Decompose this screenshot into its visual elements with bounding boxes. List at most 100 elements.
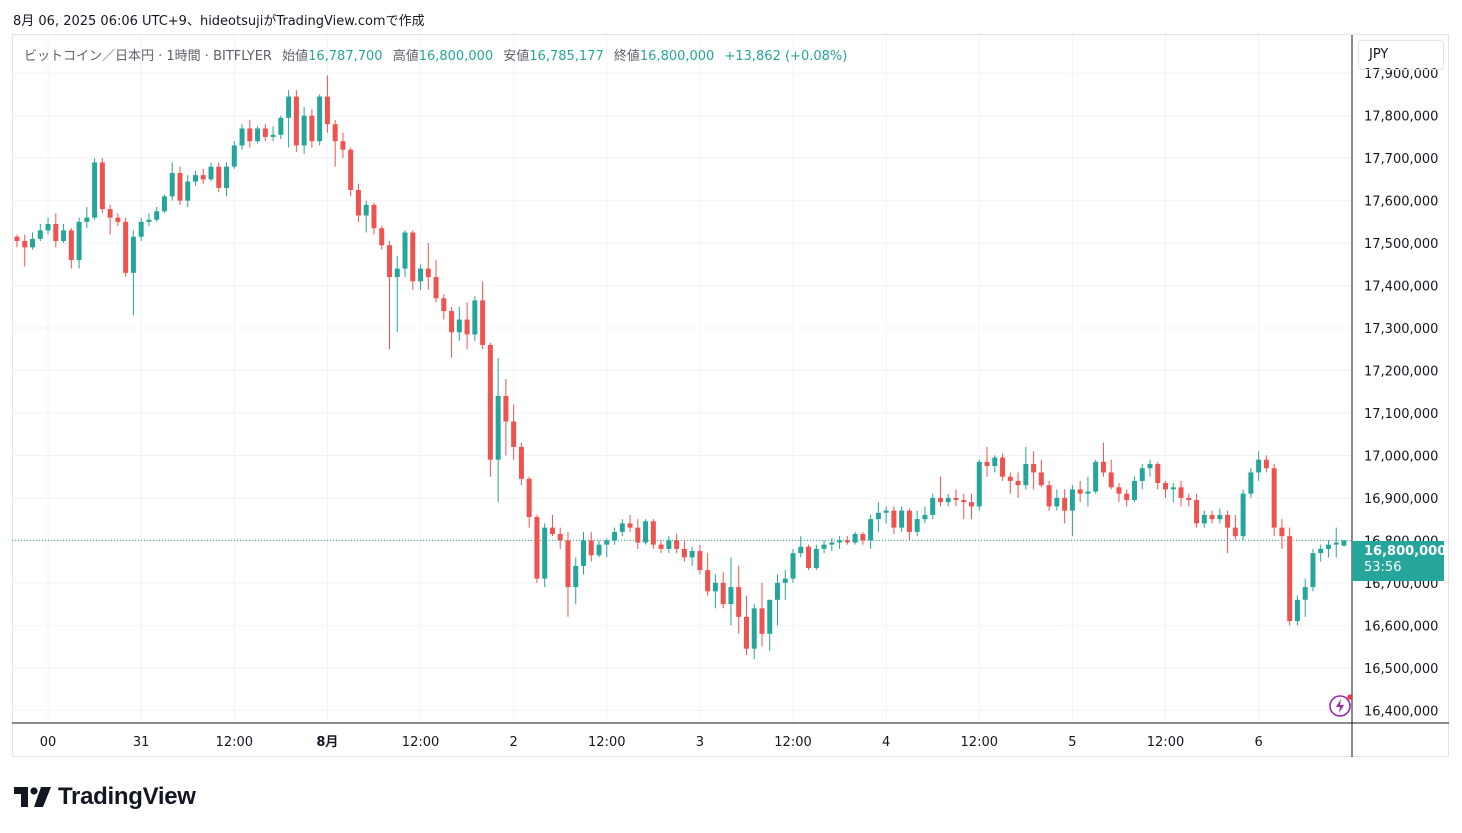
candle-body <box>394 268 400 278</box>
candle-body <box>759 608 765 634</box>
candle-body <box>1271 468 1277 528</box>
candle-body <box>503 395 509 422</box>
candle-body <box>534 517 540 579</box>
candle-body <box>953 497 959 501</box>
x-tick-label: 3 <box>696 735 704 750</box>
candle-body <box>705 570 711 592</box>
candle-body <box>115 217 121 222</box>
candle-body <box>278 117 284 135</box>
candle-body <box>658 544 664 549</box>
legend-low-label: 安値 <box>503 49 530 64</box>
candle-body <box>76 221 82 261</box>
candle-body <box>1085 491 1091 494</box>
legend-symbol: ビットコイン／日本円 · 1時間 · BITFLYER <box>24 49 272 64</box>
y-tick-label: 17,900,000 <box>1364 67 1438 82</box>
candle-body <box>937 497 943 503</box>
y-tick-label: 17,300,000 <box>1364 322 1438 337</box>
candle-body <box>1310 553 1316 588</box>
candle-body <box>767 599 773 634</box>
candle-body <box>627 523 633 528</box>
candle-body <box>565 540 571 588</box>
chart-legend: ビットコイン／日本円 · 1時間 · BITFLYER 始値16,787,700… <box>24 45 847 64</box>
candle-body <box>146 219 152 222</box>
candle-body <box>689 551 695 558</box>
candle-body <box>751 608 757 649</box>
candle-body <box>1147 463 1153 469</box>
candle-body <box>138 221 144 237</box>
candle-body <box>317 96 323 142</box>
candle-body <box>293 96 299 146</box>
y-tick-label: 17,800,000 <box>1364 110 1438 125</box>
candle-body <box>22 240 28 248</box>
candle-body <box>262 128 268 137</box>
candle-body <box>386 245 392 278</box>
candle-body <box>883 510 889 513</box>
candle-body <box>899 510 905 528</box>
candle-body <box>1279 527 1285 537</box>
candle-body <box>169 173 175 197</box>
candle-body <box>61 230 67 241</box>
candle-body <box>666 540 672 549</box>
candle-body <box>1256 459 1262 473</box>
candle-body <box>526 478 532 518</box>
candle-body <box>1062 497 1068 511</box>
candle-body <box>697 551 703 571</box>
candle-body <box>402 232 408 269</box>
candle-body <box>464 319 470 335</box>
candle-body <box>161 196 167 212</box>
candle-body <box>1139 468 1145 481</box>
candle-body <box>177 173 183 201</box>
candle-body <box>208 166 214 180</box>
chart-frame <box>12 34 1449 757</box>
grid <box>12 35 1352 723</box>
candle-body <box>619 523 625 532</box>
candle-body <box>852 534 858 543</box>
candle-body <box>728 587 734 605</box>
tradingview-logo-text: TradingView <box>58 783 196 810</box>
candle-body <box>681 548 687 558</box>
y-tick-label: 17,200,000 <box>1364 365 1438 380</box>
candle-body <box>674 540 680 549</box>
candle-body <box>14 236 20 241</box>
flash-icon[interactable] <box>1328 694 1353 718</box>
candle-body <box>1093 461 1099 492</box>
candle-body <box>992 457 998 467</box>
candle-body <box>1240 493 1246 537</box>
candle-body <box>860 534 866 541</box>
legend-high-label: 高値 <box>392 49 419 64</box>
candle-body <box>1131 480 1137 501</box>
candle-body <box>945 497 951 503</box>
x-tick-label: 5 <box>1068 735 1076 750</box>
y-tick-label: 17,000,000 <box>1364 449 1438 464</box>
candle-body <box>635 527 641 543</box>
candle-body <box>185 181 191 201</box>
currency-selector[interactable]: JPY <box>1358 40 1444 70</box>
candle-body <box>511 421 517 447</box>
tradingview-logo: TradingView <box>14 782 196 812</box>
candle-body <box>1116 487 1122 494</box>
x-tick-label: 12:00 <box>961 735 998 750</box>
candle-body <box>1069 489 1075 511</box>
candle-body <box>790 553 796 579</box>
candle-body <box>821 544 827 549</box>
legend-open-label: 始値 <box>282 49 309 64</box>
x-tick-label: 12:00 <box>402 735 439 750</box>
candle-body <box>1015 480 1021 486</box>
legend-open-value: 16,787,700 <box>308 49 383 64</box>
time-axis: 00 31 12:00 8月 12:00 2 12:00 3 12:00 4 12:00 5 12:00… <box>12 722 1449 750</box>
candle-body <box>433 277 439 299</box>
last-price-tag: 16,800,000 53:56 <box>1352 541 1446 581</box>
candle-body <box>192 175 198 182</box>
candle-body <box>984 461 990 467</box>
candle-body <box>1163 483 1169 490</box>
candle-body <box>976 461 982 507</box>
candle-body <box>1232 527 1238 537</box>
candle-body <box>557 534 563 541</box>
candle-body <box>604 540 610 545</box>
candle-body <box>371 204 377 229</box>
candle-body <box>961 500 967 503</box>
candles-group <box>14 75 1347 660</box>
candle-body <box>324 96 330 125</box>
candle-body <box>969 502 975 507</box>
